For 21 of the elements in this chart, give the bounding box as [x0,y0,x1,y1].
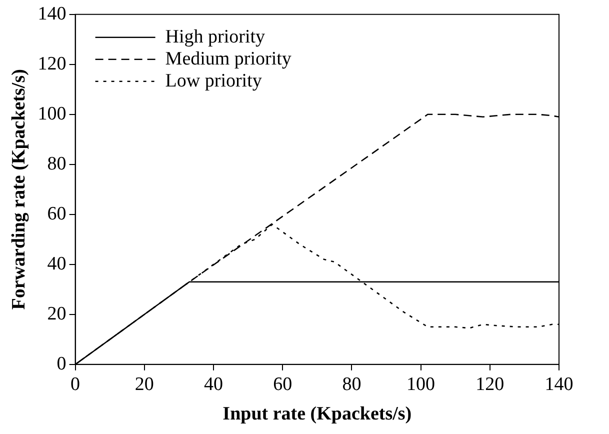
y-axis-title: Forwarding rate (Kpackets/s) [8,69,30,310]
x-axis-title: Input rate (Kpackets/s) [222,404,412,425]
y-tick-label: 120 [38,53,66,74]
y-tick-label: 80 [47,153,66,174]
x-tick-label: 60 [273,374,292,395]
y-tick-label: 100 [38,103,66,124]
y-tick-label: 40 [47,253,66,274]
legend-label: Medium priority [165,48,292,70]
y-tick-label: 60 [47,203,66,224]
y-tick-label: 140 [38,3,66,24]
x-tick-label: 0 [70,374,80,395]
x-tick-label: 40 [204,374,223,395]
legend-label: High priority [165,26,266,48]
legend-label: Low priority [165,70,262,92]
y-tick-label: 20 [47,303,66,324]
x-tick-label: 140 [544,374,574,395]
y-tick-label: 0 [56,353,66,374]
x-tick-label: 100 [406,374,436,395]
x-tick-label: 120 [476,374,504,395]
x-tick-label: 20 [134,374,154,395]
x-tick-label: 80 [342,374,362,395]
